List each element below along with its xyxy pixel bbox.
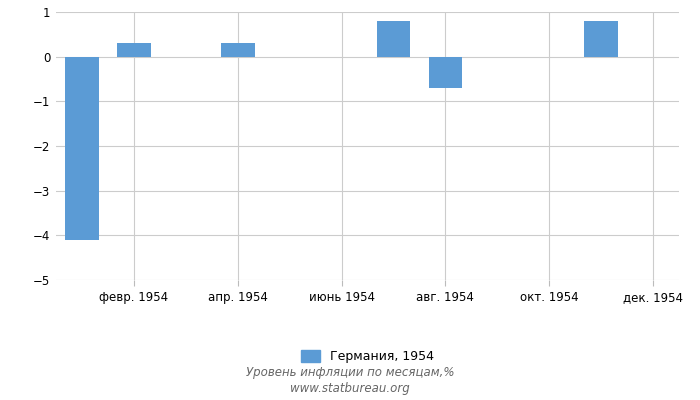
Bar [377,21,410,57]
Bar [428,57,462,88]
Text: www.statbureau.org: www.statbureau.org [290,382,410,395]
Legend: Германия, 1954: Германия, 1954 [296,345,439,368]
Bar [117,43,150,57]
Bar [65,57,99,240]
Text: Уровень инфляции по месяцам,%: Уровень инфляции по месяцам,% [246,366,454,379]
Bar [584,21,618,57]
Bar [220,43,255,57]
